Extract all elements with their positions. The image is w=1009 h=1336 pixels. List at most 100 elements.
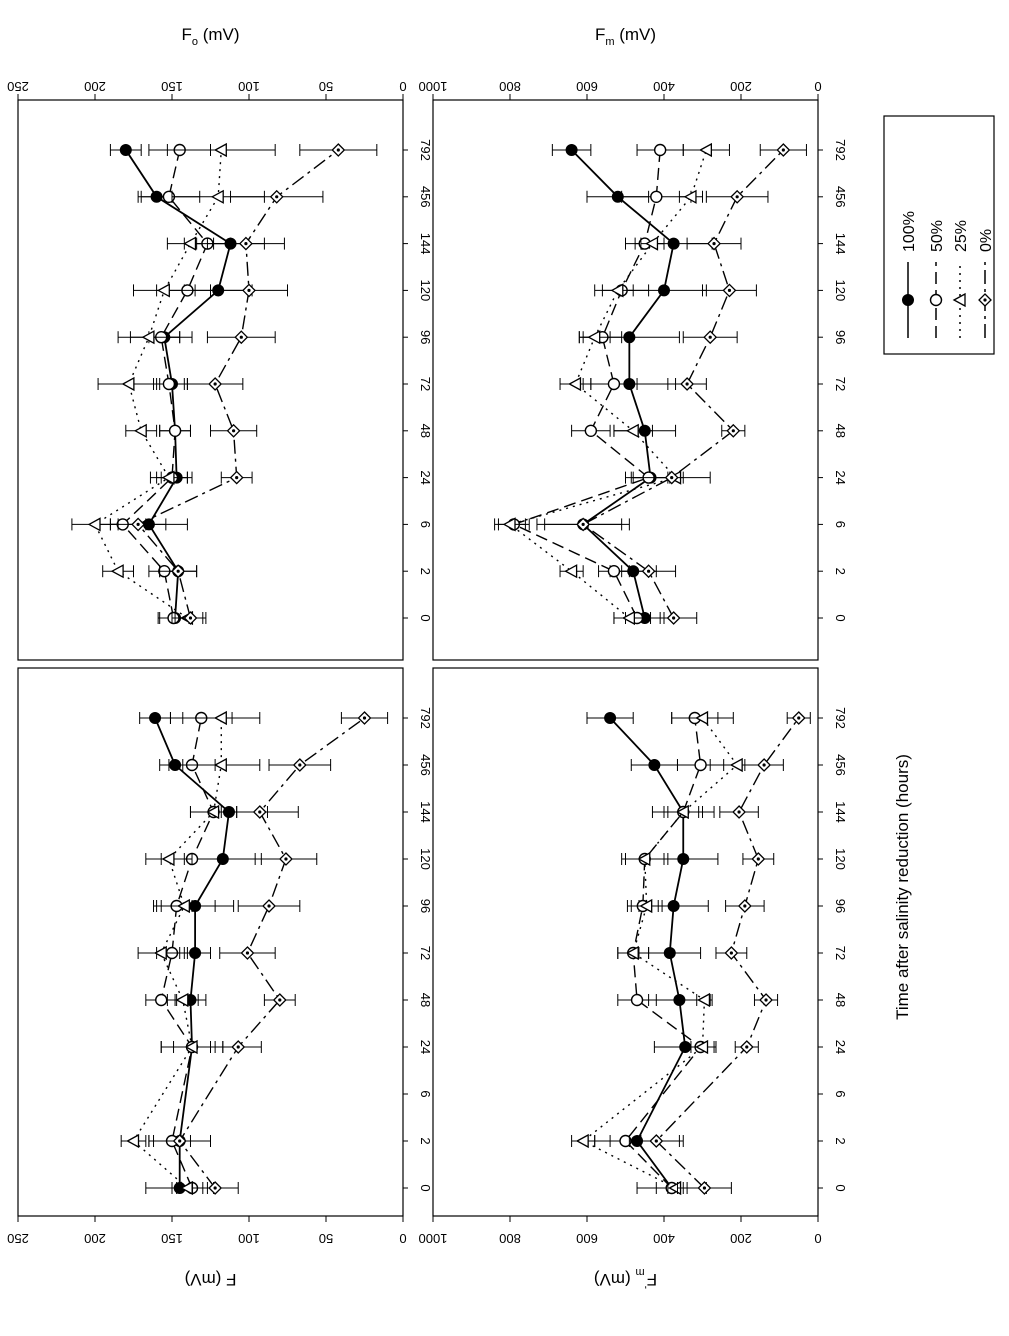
data-point xyxy=(683,189,697,204)
category-label: 96 xyxy=(418,899,433,913)
category-label: 144 xyxy=(418,801,433,823)
data-point xyxy=(155,993,168,1007)
category-label: 144 xyxy=(833,801,848,823)
data-point xyxy=(213,142,227,158)
data-point xyxy=(645,236,659,251)
value-tick-label: 400 xyxy=(653,1231,675,1246)
data-point xyxy=(695,1039,709,1055)
value-tick-label: 100 xyxy=(238,79,260,94)
value-axis-title: Fm (mV) xyxy=(595,25,656,48)
data-point xyxy=(262,899,276,913)
series-line xyxy=(178,717,365,1189)
data-point xyxy=(650,190,663,204)
value-tick-label: 200 xyxy=(84,79,106,94)
data-point xyxy=(625,945,639,961)
shared-x-axis-title: Time after salinity reduction (hours) xyxy=(893,754,912,1020)
series-line xyxy=(624,717,702,1189)
value-tick-label: 400 xyxy=(653,79,675,94)
data-point xyxy=(607,565,621,578)
series-0pct xyxy=(628,711,811,1195)
category-label: 72 xyxy=(833,946,848,960)
value-tick-label: 600 xyxy=(576,1231,598,1246)
legend: 100% 50% 25% 0% xyxy=(883,115,995,355)
legend-item: 100% xyxy=(901,211,918,338)
value-tick-label: 0 xyxy=(399,1231,406,1246)
legend-frame xyxy=(883,115,995,355)
data-point xyxy=(175,992,189,1008)
value-tick-label: 1000 xyxy=(419,79,448,94)
data-point xyxy=(610,283,624,298)
series-line xyxy=(160,717,215,1189)
category-label: 2 xyxy=(833,1137,848,1144)
data-point xyxy=(698,142,712,158)
data-point xyxy=(607,377,621,391)
value-tick-label: 800 xyxy=(499,79,521,94)
series-25pct xyxy=(120,710,261,1196)
value-tick-label: 100 xyxy=(238,1231,260,1246)
series-0pct xyxy=(109,143,378,625)
data-point xyxy=(722,283,737,298)
data-point xyxy=(653,143,667,157)
category-label: 120 xyxy=(833,848,848,870)
category-label: 792 xyxy=(418,139,433,161)
data-point xyxy=(172,1134,187,1148)
value-tick-label: 0 xyxy=(814,79,821,94)
data-point xyxy=(269,189,284,204)
legend-item: 50% xyxy=(929,220,946,338)
category-label: 6 xyxy=(833,1090,848,1097)
data-point xyxy=(331,143,346,157)
data-point xyxy=(726,423,741,438)
legend-marker xyxy=(952,292,966,308)
data-point xyxy=(732,805,746,819)
value-tick-label: 50 xyxy=(319,1231,333,1246)
category-label: 456 xyxy=(418,754,433,776)
legend-marker xyxy=(978,293,992,307)
category-label: 792 xyxy=(833,707,848,729)
value-axis-title: Fo (mV) xyxy=(181,25,239,48)
category-label: 2 xyxy=(418,1137,433,1144)
category-label: 456 xyxy=(833,754,848,776)
category-label: 2 xyxy=(833,568,848,575)
data-point xyxy=(667,237,680,250)
data-point xyxy=(87,517,101,532)
data-point xyxy=(156,283,170,298)
data-point xyxy=(189,947,202,959)
data-point xyxy=(161,851,175,867)
legend-item: 25% xyxy=(952,220,970,338)
data-point xyxy=(162,377,176,391)
series-line xyxy=(655,717,800,1189)
data-point xyxy=(737,899,752,913)
category-label: 72 xyxy=(418,377,433,391)
category-label: 72 xyxy=(418,946,433,960)
data-point xyxy=(184,1039,198,1055)
data-point xyxy=(229,470,244,485)
data-point xyxy=(213,710,227,726)
data-point xyxy=(729,757,743,773)
data-point xyxy=(759,993,773,1007)
data-point xyxy=(213,757,227,773)
legend-label: 25% xyxy=(953,220,970,252)
data-point xyxy=(183,611,198,625)
category-label: 48 xyxy=(833,424,848,438)
series-0pct xyxy=(544,143,807,625)
data-point xyxy=(648,759,661,771)
data-point xyxy=(604,712,617,724)
data-point xyxy=(757,758,772,772)
category-label: 2 xyxy=(418,568,433,575)
data-point xyxy=(623,331,636,344)
legend-label: 0% xyxy=(978,229,995,252)
chart-f: 0 50 100 150 200 250 F (mV) 0 2 6 24 48 72 96 120 144 45… xyxy=(7,667,433,1289)
value-axis-title: F'm (mV) xyxy=(594,1266,657,1290)
data-point xyxy=(694,758,707,772)
data-point xyxy=(141,330,155,345)
data-point xyxy=(639,898,653,914)
value-tick-label: 0 xyxy=(814,1231,821,1246)
data-point xyxy=(680,377,695,391)
value-tick-label: 250 xyxy=(7,79,29,94)
data-point xyxy=(231,1040,246,1054)
data-point xyxy=(272,993,287,1007)
data-point xyxy=(751,852,766,866)
data-point xyxy=(621,610,635,626)
plot-frame xyxy=(432,667,819,1217)
chart-fm: 0 200 400 600 800 1000 Fm (mV) 0 2 6 24 48 72 96 120 14… xyxy=(419,25,848,661)
